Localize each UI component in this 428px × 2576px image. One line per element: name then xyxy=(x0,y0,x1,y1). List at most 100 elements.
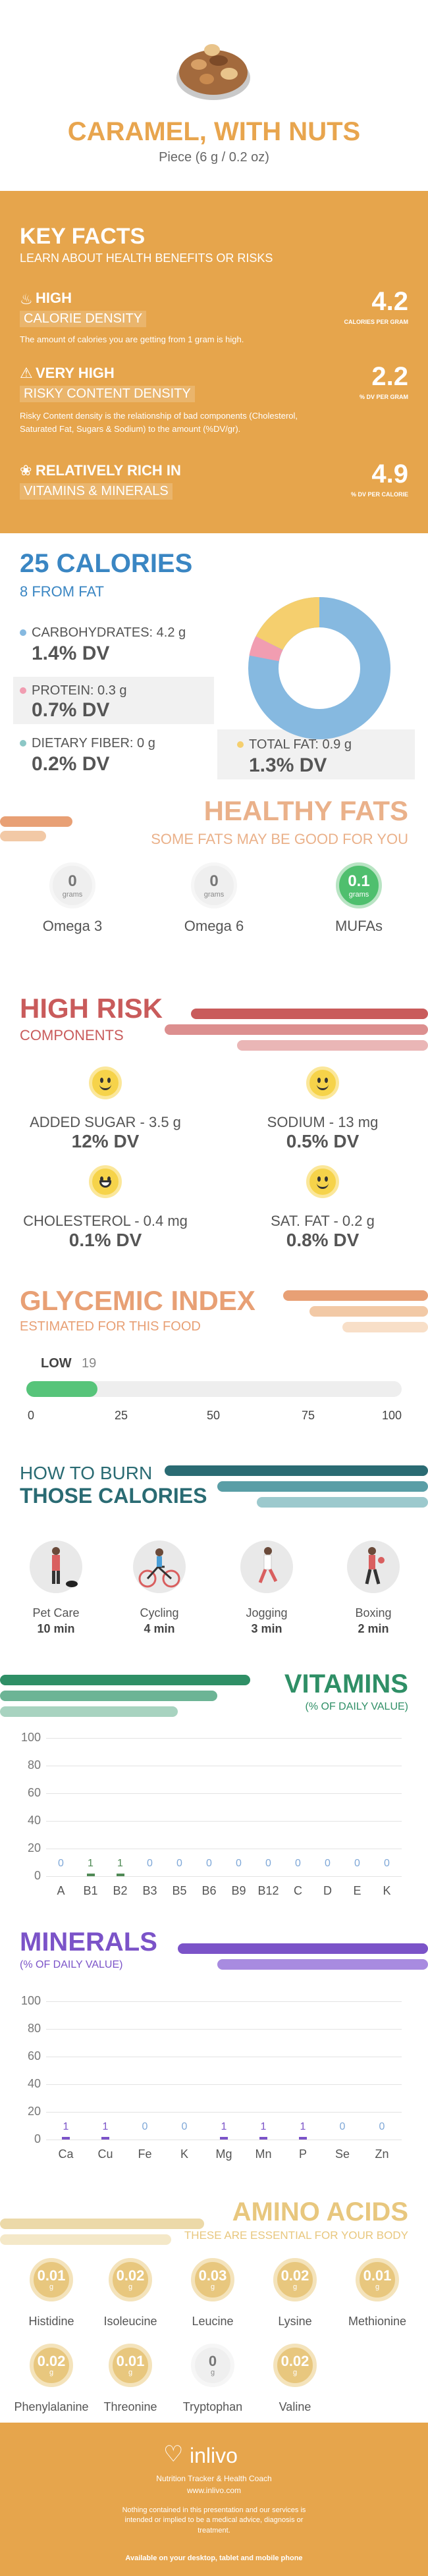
burn-title-2: THOSE CALORIES xyxy=(20,1484,207,1508)
amino-unit: g xyxy=(128,2283,133,2291)
fact-level: HIGH xyxy=(36,290,72,306)
y-tick-label: 60 xyxy=(27,2049,41,2063)
fat-unit: grams xyxy=(203,891,225,899)
fat-circle: 0 grams xyxy=(191,862,237,908)
deco-bar xyxy=(0,1691,217,1701)
availability-note: Available on your desktop, tablet and mo… xyxy=(125,2554,303,2562)
high-risk-subtitle: COMPONENTS xyxy=(20,1027,124,1043)
fact-calorie-density: ♨ HIGH CALORIE DENSITY The amount of cal… xyxy=(20,287,408,354)
x-tick-label: D xyxy=(323,1884,332,1897)
chart-bar xyxy=(116,1874,124,1876)
glycemic-level: LOW xyxy=(41,1356,72,1371)
activity-name: Pet Care xyxy=(32,1606,80,1619)
x-tick-label: K xyxy=(180,2147,188,2161)
food-image xyxy=(173,38,254,103)
amino-value: 0 xyxy=(208,2353,217,2369)
deco-bar xyxy=(0,2234,171,2245)
smiley-icon xyxy=(89,1066,122,1099)
amino-circle: 0.02 g xyxy=(273,2344,317,2387)
fat-name: Omega 3 xyxy=(42,918,103,934)
risk-dv: 0.5% DV xyxy=(286,1131,360,1151)
healthy-fats-subtitle: SOME FATS MAY BE GOOD FOR YOU xyxy=(151,831,408,847)
bar-value-label: 0 xyxy=(354,1858,360,1869)
nutrient-fiber: DIETARY FIBER: 0 g 0.2% DV xyxy=(20,736,217,775)
vitamins-section: VITAMINS (% OF DAILY VALUE) 0 20 40 60 80 100… xyxy=(0,1659,428,1909)
x-tick-label: B6 xyxy=(201,1884,217,1897)
vitamins-chart: 0 20 40 60 80 100 0 A 1 B1 1 B2 0 B3 0 B5 0 B6 0 B9 0 B12 0 C 0 D… xyxy=(0,1731,428,1909)
vitamins-subtitle: (% OF DAILY VALUE) xyxy=(305,1701,408,1712)
jogging-icon xyxy=(240,1540,293,1593)
calories-donut-chart xyxy=(248,597,390,739)
glycemic-tick: 0 xyxy=(28,1409,35,1422)
amino-value: 0.02 xyxy=(281,2353,309,2369)
heart-logo-icon: ♡ xyxy=(163,2442,184,2467)
deco-bar xyxy=(0,1706,178,1717)
risk-label: CHOLESTEROL - 0.4 mg xyxy=(23,1213,188,1229)
fat-dot xyxy=(237,741,244,748)
x-tick-label: P xyxy=(298,2147,307,2161)
deco-bar xyxy=(165,1465,428,1476)
chart-bar xyxy=(101,2137,109,2140)
brand-url[interactable]: www.inlivo.com xyxy=(186,2486,242,2495)
glycemic-section: GLYCEMIC INDEX ESTIMATED FOR THIS FOOD L… xyxy=(0,1257,428,1442)
activity-time: 10 min xyxy=(37,1622,75,1635)
y-tick-label: 0 xyxy=(34,1869,41,1882)
fiber-dot xyxy=(20,740,26,747)
amino-circle: 0.03 g xyxy=(191,2258,234,2301)
bar-value-label: 0 xyxy=(339,2121,346,2132)
x-tick-label: Zn xyxy=(375,2147,389,2161)
glycemic-subtitle: ESTIMATED FOR THIS FOOD xyxy=(20,1319,201,1334)
x-tick-label: Ca xyxy=(58,2147,74,2161)
fact-level: VERY HIGH xyxy=(36,365,115,381)
risk-label: SAT. FAT - 0.2 g xyxy=(271,1213,375,1229)
calories-from-fat: 8 FROM FAT xyxy=(20,583,104,600)
amino-value: 0.02 xyxy=(116,2267,145,2284)
bar-value-label: 0 xyxy=(295,1858,301,1869)
glycemic-tick: 75 xyxy=(302,1409,315,1422)
bar-value-label: 0 xyxy=(142,2121,148,2132)
amino-unit: g xyxy=(128,2369,133,2377)
amino-circle: 0.01 g xyxy=(109,2344,152,2387)
deco-bar xyxy=(237,1040,428,1051)
chart-gridline xyxy=(46,1821,402,1822)
calories-section: 25 CALORIES 8 FROM FAT CARBOHYDRATES: 4.… xyxy=(0,533,428,790)
fact-unit: CALORIES PER GRAM xyxy=(344,319,408,325)
deco-bar xyxy=(342,1322,428,1332)
y-tick-label: 60 xyxy=(27,1786,41,1799)
fat-name: MUFAs xyxy=(334,918,383,934)
smiley-icon xyxy=(306,1165,339,1198)
fact-value: 4.9 xyxy=(371,460,408,488)
amino-name: Phenylalanine xyxy=(14,2400,89,2413)
cycling-icon xyxy=(133,1540,186,1593)
high-risk-title: HIGH RISK xyxy=(20,993,163,1024)
fact-vitamins-minerals: ❀ RELATIVELY RICH IN VITAMINS & MINERALS… xyxy=(20,460,408,513)
fact-desc: Risky Content density is the relationshi… xyxy=(20,411,298,434)
x-tick-label: B2 xyxy=(113,1884,128,1897)
bar-value-label: 0 xyxy=(206,1858,212,1869)
key-facts-section: KEY FACTS LEARN ABOUT HEALTH BENEFITS OR… xyxy=(0,191,428,533)
activity-name: Jogging xyxy=(246,1606,288,1619)
fat-omega3: 0 grams Omega 3 xyxy=(26,862,119,941)
fact-risky-density: ⚠ VERY HIGH RISKY CONTENT DENSITY Risky … xyxy=(20,362,408,436)
amino-name: Threonine xyxy=(103,2400,157,2413)
activity-name: Cycling xyxy=(140,1606,179,1619)
nutrient-dv: 0.7% DV xyxy=(32,699,110,721)
fact-label: RISKY CONTENT DENSITY xyxy=(20,386,195,402)
amino-unit: g xyxy=(210,2283,215,2291)
deco-bar xyxy=(217,1481,428,1492)
nutrient-dv: 1.4% DV xyxy=(32,643,110,664)
bar-value-label: 1 xyxy=(117,1858,123,1869)
bar-value-label: 0 xyxy=(384,1858,390,1869)
amino-subtitle: THESE ARE ESSENTIAL FOR YOUR BODY xyxy=(184,2229,408,2242)
burn-boxing: Boxing 2 min xyxy=(331,1540,416,1646)
x-tick-label: Mn xyxy=(255,2147,272,2161)
fat-value: 0 xyxy=(209,872,219,890)
bar-value-label: 1 xyxy=(102,2121,109,2132)
healthy-fats-section: HEALTHY FATS SOME FATS MAY BE GOOD FOR Y… xyxy=(0,790,428,987)
risk-dv: 12% DV xyxy=(71,1131,140,1151)
chart-gridline xyxy=(46,2029,402,2030)
amino-name: Valine xyxy=(279,2400,311,2413)
fat-mufas: 0.1 grams MUFAs xyxy=(313,862,405,941)
deco-bar xyxy=(165,1024,428,1035)
